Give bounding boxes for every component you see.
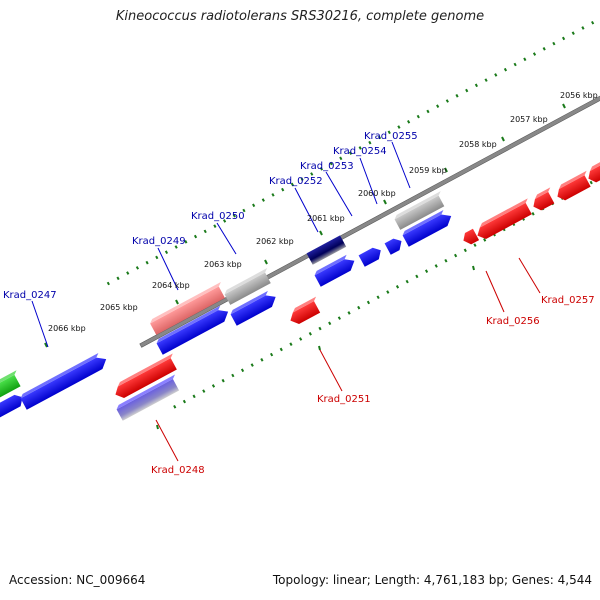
gene-block-reverse[interactable] bbox=[286, 296, 324, 327]
gene-block-forward[interactable] bbox=[229, 289, 279, 326]
tick-label: 2065 kbp bbox=[100, 303, 138, 312]
genome-title: Kineococcus radiotolerans SRS30216, comp… bbox=[115, 9, 485, 24]
gene-block-forward[interactable] bbox=[358, 245, 385, 267]
genome-summary-text: Topology: linear; Length: 4,761,183 bp; … bbox=[272, 573, 592, 587]
gene-label[interactable]: Krad_0252 bbox=[269, 176, 323, 187]
scale-tick-labels: 2056 kbp 2057 kbp 2058 kbp 2059 kbp 2060… bbox=[48, 91, 598, 333]
gene-block-green bbox=[0, 370, 21, 405]
gene-block-forward[interactable] bbox=[155, 304, 231, 355]
tick-label: 2061 kbp bbox=[307, 214, 345, 223]
major-ticks bbox=[44, 103, 566, 430]
gene-label[interactable]: Krad_0250 bbox=[191, 211, 245, 222]
gene-block-reverse[interactable] bbox=[553, 170, 594, 203]
gene-label[interactable]: Krad_0251 bbox=[317, 394, 371, 405]
gene-block-forward[interactable] bbox=[19, 351, 109, 410]
gene-block-forward[interactable] bbox=[401, 208, 454, 247]
tick-label: 2058 kbp bbox=[459, 140, 497, 149]
gene-label[interactable]: Krad_0255 bbox=[364, 131, 418, 142]
gene-label[interactable]: Krad_0257 bbox=[541, 295, 595, 306]
gene-block-grey[interactable] bbox=[393, 191, 448, 230]
tick-label: 2059 kbp bbox=[409, 166, 447, 175]
gene-block-forward[interactable] bbox=[313, 253, 358, 287]
gene-label[interactable]: Krad_0253 bbox=[300, 161, 354, 172]
tick-label: 2060 kbp bbox=[358, 189, 396, 198]
callout-lines bbox=[31, 141, 541, 462]
gene-label[interactable]: Krad_0256 bbox=[486, 316, 540, 327]
gene-block-pink[interactable] bbox=[149, 281, 229, 335]
tick-label: 2062 kbp bbox=[256, 237, 294, 246]
gene-block-reverse[interactable] bbox=[584, 154, 600, 185]
tick-label: 2063 kbp bbox=[204, 260, 242, 269]
gene-block-reverse[interactable] bbox=[461, 228, 480, 247]
gene-block-reverse[interactable] bbox=[473, 198, 535, 241]
tick-label: 2056 kbp bbox=[560, 91, 598, 100]
gene-blocks bbox=[0, 154, 600, 425]
gene-labels: Krad_0247 Krad_0248 Krad_0249 Krad_0250 … bbox=[3, 131, 595, 476]
gene-label[interactable]: Krad_0247 bbox=[3, 290, 57, 301]
accession-text: Accession: NC_009664 bbox=[9, 573, 146, 587]
scale-line-bottom bbox=[173, 26, 600, 409]
tick-label: 2066 kbp bbox=[48, 324, 86, 333]
gene-block-navy[interactable] bbox=[306, 235, 347, 265]
gene-block-grey[interactable] bbox=[223, 268, 274, 305]
tick-label: 2064 kbp bbox=[152, 281, 190, 290]
gene-label[interactable]: Krad_0248 bbox=[151, 465, 205, 476]
scale-line-top bbox=[106, 0, 600, 286]
gene-block-reverse[interactable] bbox=[111, 353, 180, 401]
gene-block-purple[interactable] bbox=[115, 374, 182, 421]
tick-label: 2057 kbp bbox=[510, 115, 548, 124]
gene-block-reverse[interactable] bbox=[529, 187, 558, 212]
gene-block-forward[interactable] bbox=[0, 392, 26, 425]
gene-label[interactable]: Krad_0249 bbox=[132, 236, 186, 247]
gene-block-forward[interactable] bbox=[384, 236, 405, 255]
gene-label[interactable]: Krad_0254 bbox=[333, 146, 387, 157]
